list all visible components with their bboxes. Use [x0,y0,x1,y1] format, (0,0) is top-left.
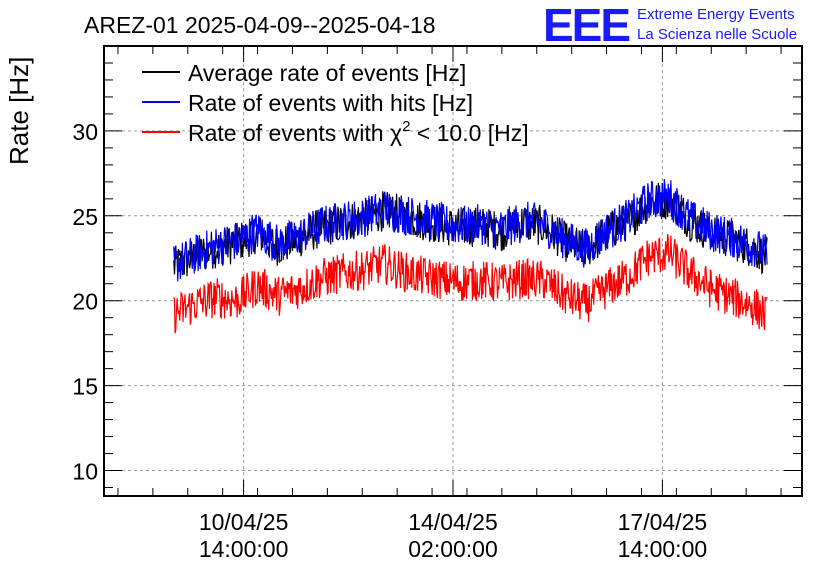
y-tick-label: 10 [72,459,98,485]
grid-lines [104,46,802,496]
y-axis-label: Rate [Hz] [4,57,34,165]
logo-line-2: La Scienza nelle Scuole [637,26,797,43]
y-tick-label: 25 [72,204,98,230]
x-tick-label-time: 14:00:00 [618,536,708,562]
series-line-2 [173,233,768,334]
logo-line-1: Extreme Energy Events [637,6,795,23]
logo-mark: EEE [543,0,629,51]
legend-label: Rate of events with hits [Hz] [188,90,473,116]
x-tick-label-time: 02:00:00 [408,536,498,562]
axes: 101520253010/04/2514:00:0014/04/2502:00:… [72,45,803,562]
y-tick-label: 15 [72,374,98,400]
x-tick-label-date: 10/04/25 [199,509,289,535]
y-tick-label: 30 [72,119,98,145]
legend-label: Rate of events with χ2 < 10.0 [Hz] [188,118,529,146]
legend: Average rate of events [Hz] Rate of event… [142,60,529,146]
y-tick-label: 20 [72,289,98,315]
series-layer [173,178,768,334]
x-tick-label-time: 14:00:00 [199,536,289,562]
chart-title: AREZ-01 2025-04-09--2025-04-18 [84,12,436,38]
eee-logo: EEE Extreme Energy Events La Scienza nel… [543,0,797,51]
x-tick-label-date: 17/04/25 [618,509,708,535]
legend-label: Average rate of events [Hz] [188,60,466,86]
x-tick-label-date: 14/04/25 [408,509,498,535]
series-line-1 [173,178,768,282]
